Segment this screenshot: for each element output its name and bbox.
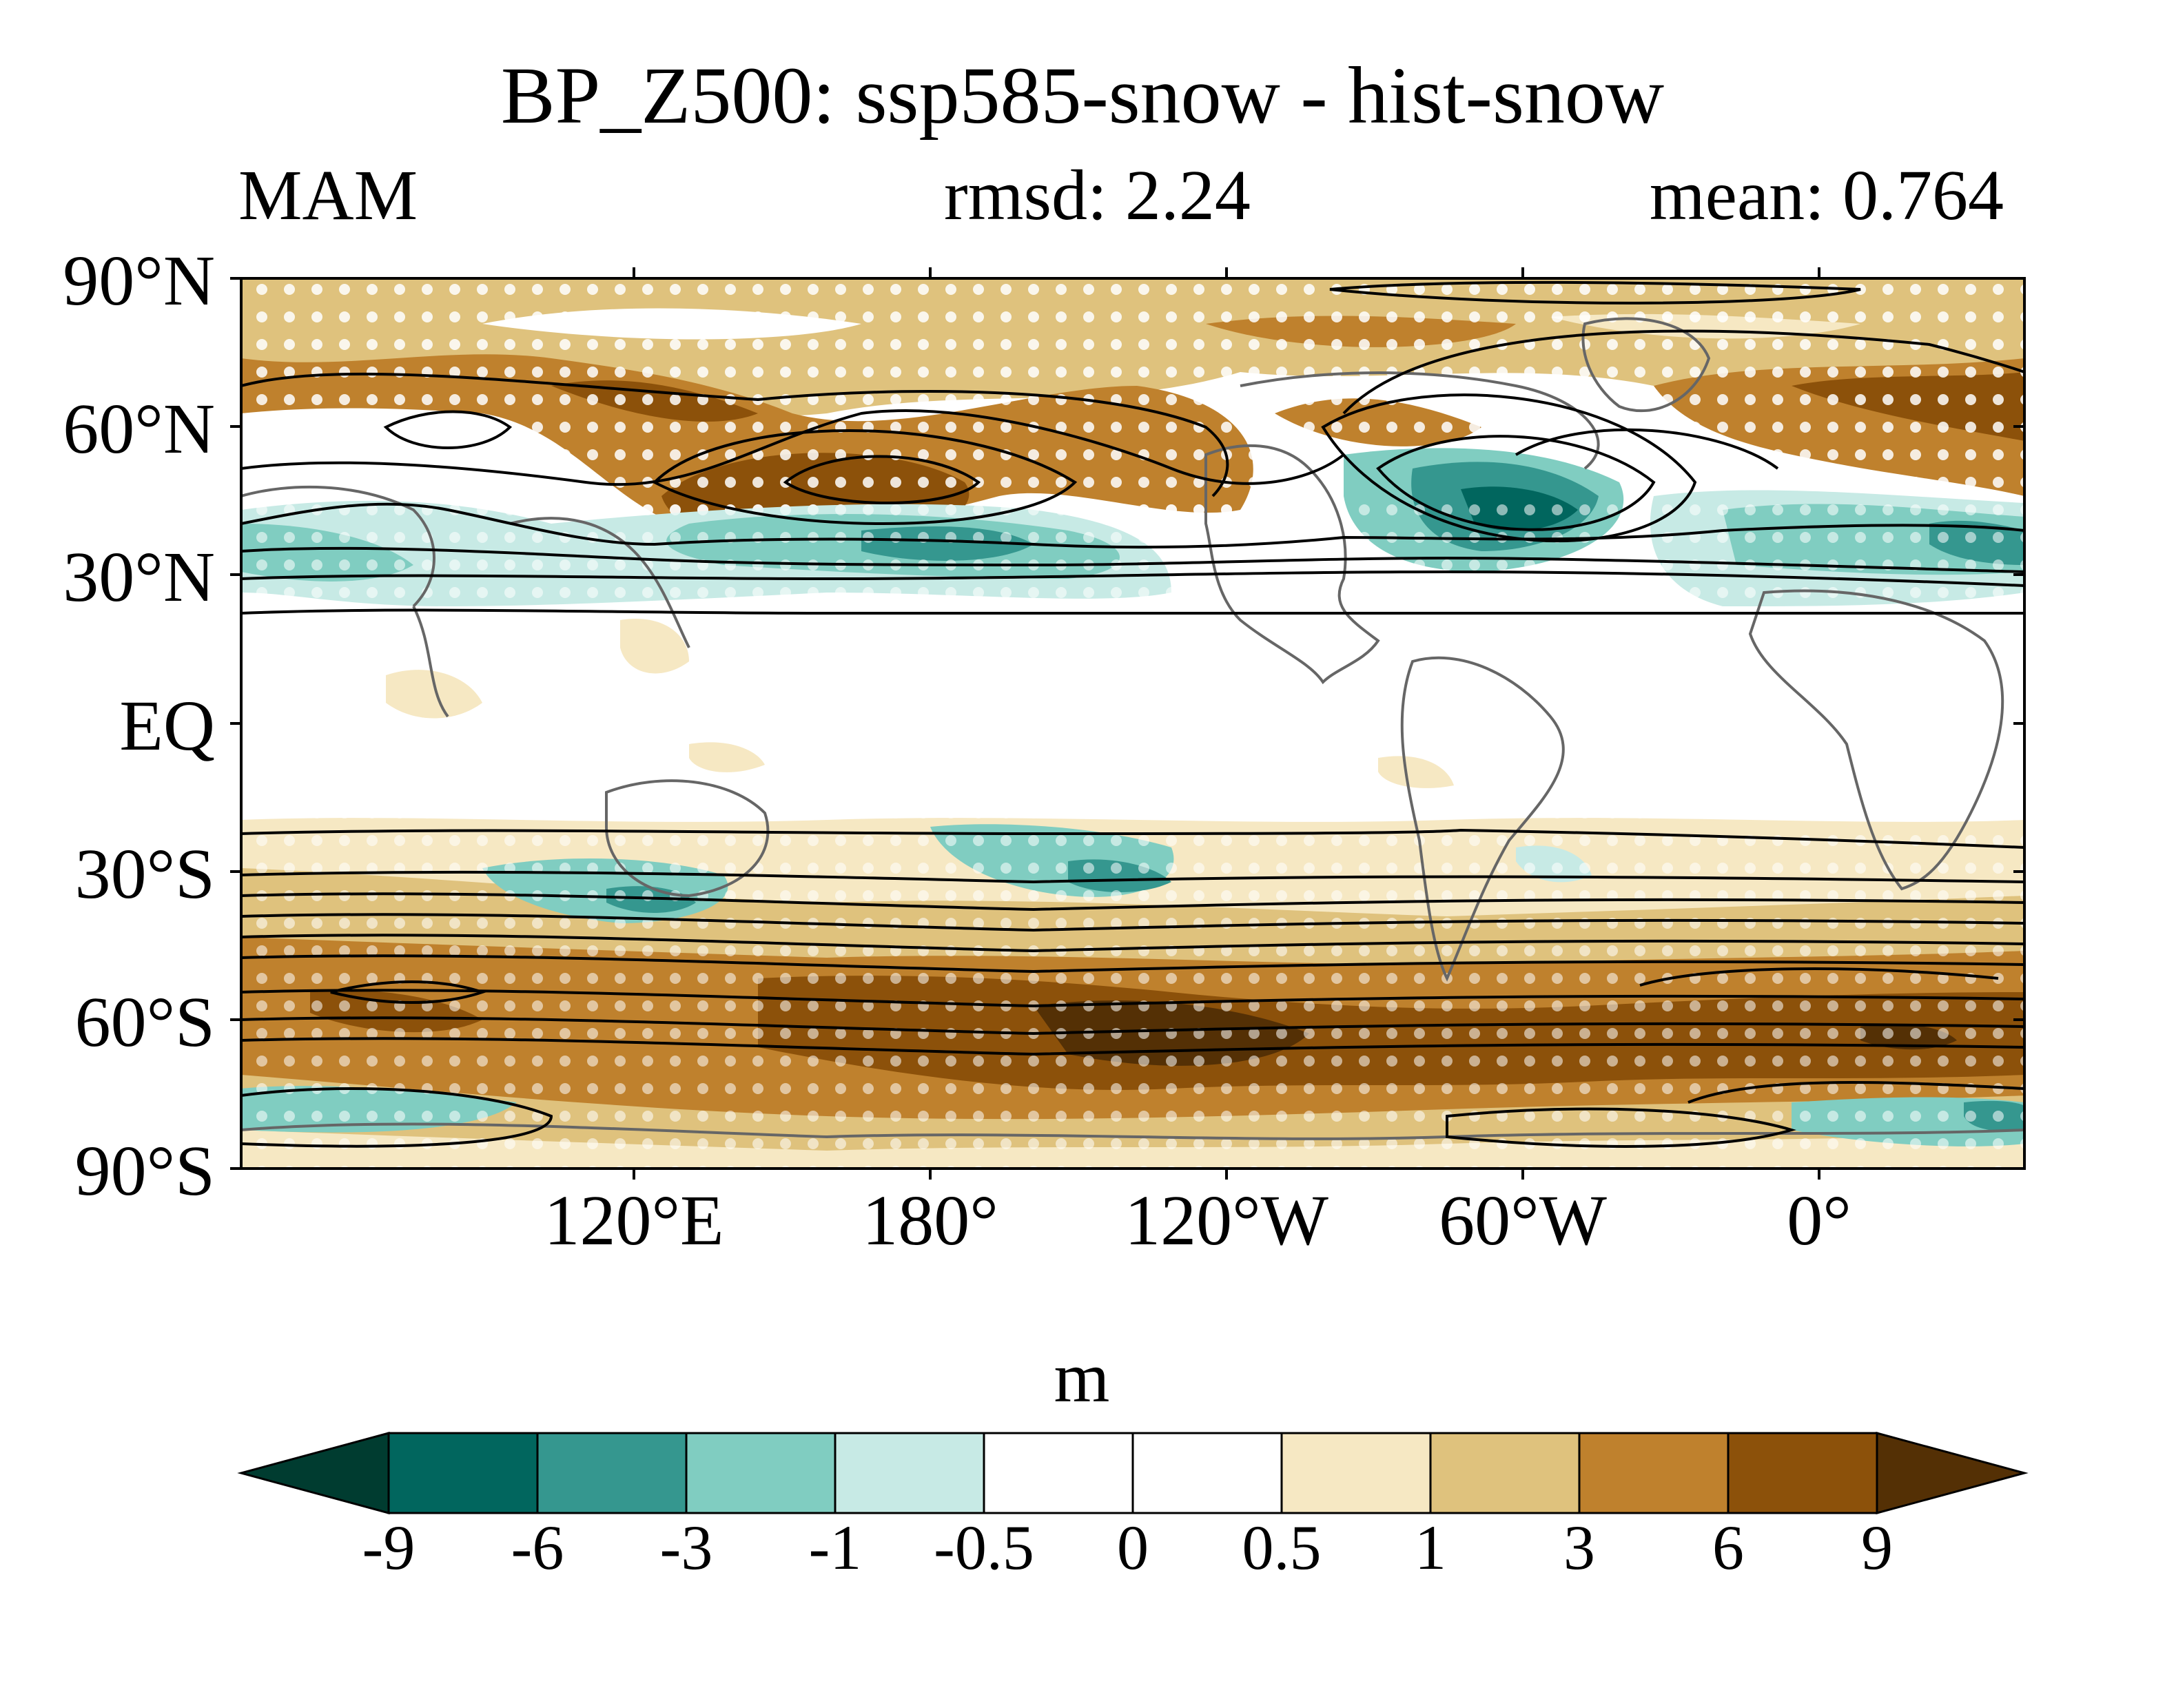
colorbar-tick-label: 6 xyxy=(1712,1512,1744,1583)
colorbar-tick-label: 9 xyxy=(1861,1512,1893,1583)
contours xyxy=(241,280,2024,1148)
colorbar-box xyxy=(1727,1432,1878,1514)
lat-label-90n: 90°N xyxy=(63,241,215,320)
colorbar-tick-label: -3 xyxy=(659,1512,713,1583)
lat-label-60n: 60°N xyxy=(63,389,215,469)
lon-label-0: 0° xyxy=(1787,1181,1851,1260)
colorbar-box xyxy=(685,1432,837,1514)
colorbar-box xyxy=(1578,1432,1730,1514)
lat-label-30s: 30°S xyxy=(74,834,215,914)
colorbar-extend-low xyxy=(237,1432,390,1514)
lat-label-90s: 90°S xyxy=(74,1131,215,1211)
colorbar-unit: m xyxy=(1054,1338,1110,1417)
axis-ticks xyxy=(230,267,2024,1180)
colorbar-box xyxy=(1429,1432,1581,1514)
colorbar-tick-label: -0.5 xyxy=(934,1512,1034,1583)
colorbar-box xyxy=(834,1432,985,1514)
colorbar xyxy=(237,1432,2029,1514)
colorbar-tick-label: 3 xyxy=(1563,1512,1595,1583)
map-plot-area xyxy=(241,278,2024,1169)
lon-label-180: 180° xyxy=(862,1181,998,1260)
lat-label-60s: 60°S xyxy=(74,982,215,1062)
colorbar-tick-label: 1 xyxy=(1415,1512,1446,1583)
shading-tropics xyxy=(386,619,1454,788)
map-title: BP_Z500: ssp585-snow - hist-snow xyxy=(500,50,1665,141)
colorbar-tick-label: 0 xyxy=(1117,1512,1149,1583)
colorbar-box xyxy=(1280,1432,1432,1514)
colorbar-box xyxy=(536,1432,688,1514)
lat-label-30n: 30°N xyxy=(63,537,215,617)
lon-label-120w: 120°W xyxy=(1125,1181,1328,1260)
shading-south xyxy=(241,813,2024,1169)
shading-north-negative xyxy=(241,448,2024,606)
colorbar-extend-high xyxy=(1876,1432,2029,1514)
colorbar-tick-label: -6 xyxy=(511,1512,564,1583)
colorbar-box xyxy=(387,1432,539,1514)
mean-label: mean: 0.764 xyxy=(1649,156,2004,235)
lon-label-120e: 120°E xyxy=(544,1181,724,1260)
colorbar-tick-label: -9 xyxy=(362,1512,415,1583)
colorbar-tick-label: 0.5 xyxy=(1242,1512,1322,1583)
lat-label-eq: EQ xyxy=(119,686,215,765)
lon-label-60w: 60°W xyxy=(1439,1181,1607,1260)
rmsd-label: rmsd: 2.24 xyxy=(944,156,1251,235)
colorbar-tick-label: -1 xyxy=(808,1512,862,1583)
season-label: MAM xyxy=(238,156,418,235)
colorbar-box xyxy=(983,1432,1134,1514)
colorbar-box xyxy=(1131,1432,1283,1514)
